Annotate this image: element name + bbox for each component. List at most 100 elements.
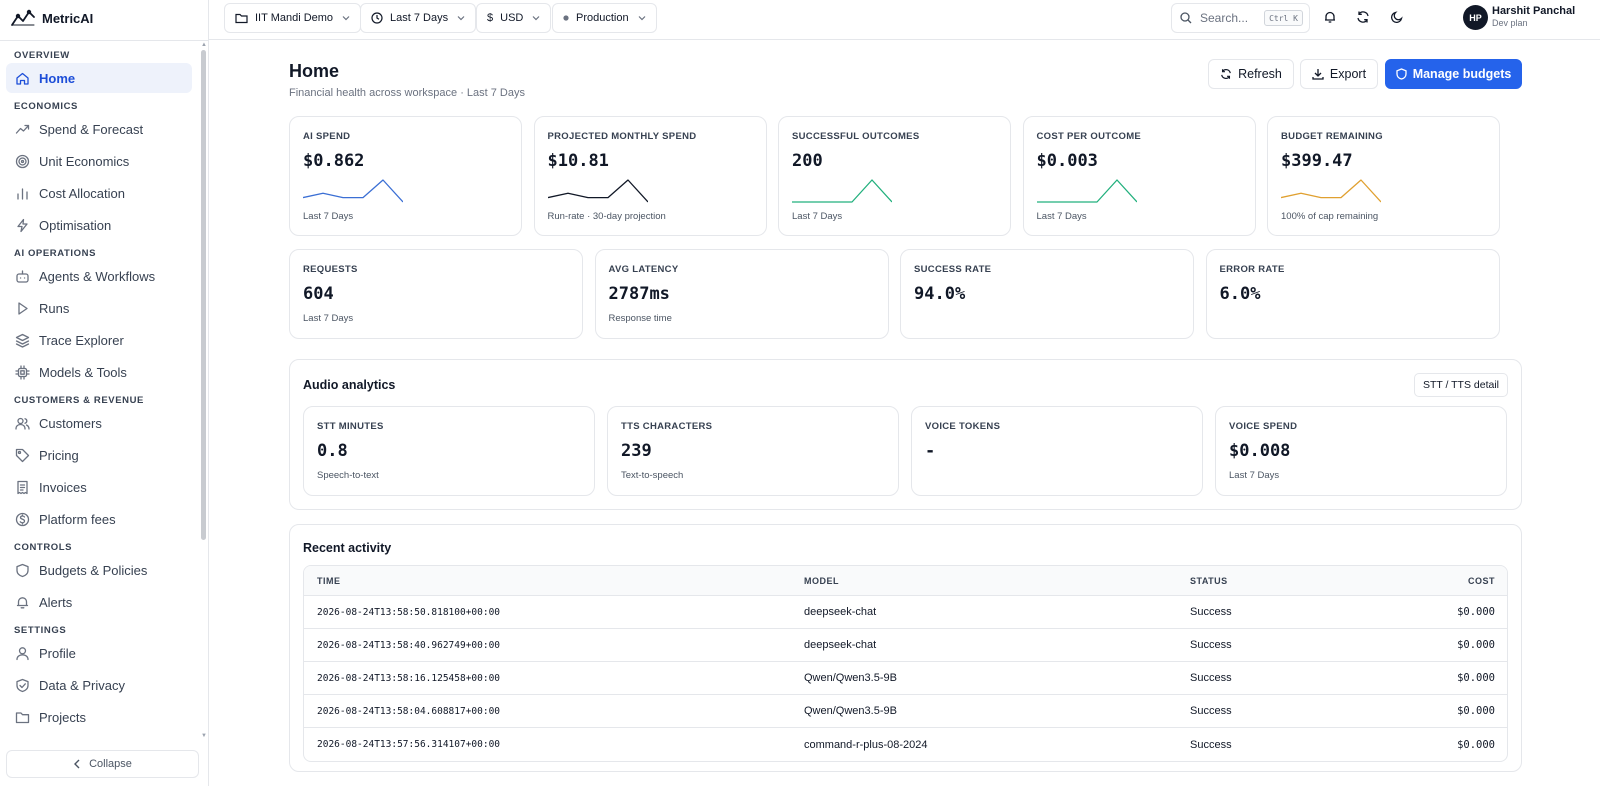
audio-sub: Speech-to-text xyxy=(317,470,379,481)
kpi-sub: Run-rate · 30-day projection xyxy=(547,211,666,222)
kpi-sparkline xyxy=(792,179,892,203)
sidebar-item-runs[interactable]: Runs xyxy=(6,293,192,323)
kpi-card[interactable]: AI SPEND $0.862 Last 7 Days xyxy=(289,116,522,236)
kpi-card[interactable]: SUCCESSFUL OUTCOMES 200 Last 7 Days xyxy=(778,116,1011,236)
metric-card[interactable]: REQUESTS 604 Last 7 Days xyxy=(289,249,583,339)
table-row[interactable]: 2026-08-24T13:58:40.962749+00:00 deepsee… xyxy=(304,629,1507,662)
brand[interactable]: MetricAI xyxy=(10,6,93,30)
column-time[interactable]: TIME xyxy=(317,575,341,586)
date-range-selector[interactable]: Last 7 Days xyxy=(360,3,477,33)
table-row[interactable]: 2026-08-24T13:58:50.818100+00:00 deepsee… xyxy=(304,596,1507,629)
sidebar-item-optimisation[interactable]: Optimisation xyxy=(6,210,192,240)
manage-budgets-button[interactable]: Manage budgets xyxy=(1385,59,1522,89)
audio-card[interactable]: STT MINUTES 0.8 Speech-to-text xyxy=(303,406,595,496)
kpi-sub: 100% of cap remaining xyxy=(1281,211,1379,222)
kpi-sub: Last 7 Days xyxy=(792,211,843,222)
kpi-card[interactable]: BUDGET REMAINING $399.47 100% of cap rem… xyxy=(1267,116,1500,236)
sidebar-item-pricing[interactable]: Pricing xyxy=(6,440,192,470)
sidebar-item-home[interactable]: Home xyxy=(6,63,192,93)
recent-activity-panel: Recent activity TIME MODEL STATUS COST 2… xyxy=(289,524,1522,772)
audio-card[interactable]: TTS CHARACTERS 239 Text-to-speech xyxy=(607,406,899,496)
sidebar-item-alerts[interactable]: Alerts xyxy=(6,587,192,617)
sidebar-item-budgets-policies[interactable]: Budgets & Policies xyxy=(6,555,192,585)
kpi-value: $399.47 xyxy=(1281,151,1353,171)
sidebar-item-cost-allocation[interactable]: Cost Allocation xyxy=(6,178,192,208)
sidebar-item-label: Models & Tools xyxy=(39,364,127,380)
environment-selector[interactable]: Production xyxy=(552,3,657,33)
cell-time: 2026-08-24T13:58:16.125458+00:00 xyxy=(317,672,501,684)
avatar[interactable]: HP xyxy=(1463,5,1488,30)
metric-card[interactable]: ERROR RATE 6.0% xyxy=(1205,249,1500,339)
kpi-sparkline xyxy=(1036,179,1137,203)
cell-time: 2026-08-24T13:58:50.818100+00:00 xyxy=(317,606,501,618)
sidebar-item-label: Customers xyxy=(39,415,102,431)
kpi-sparkline xyxy=(303,179,403,203)
search-box[interactable]: Search... Ctrl K xyxy=(1171,3,1310,33)
audio-analytics-panel: Audio analytics STT / TTS detail STT MIN… xyxy=(289,359,1522,510)
sidebar-item-api-keys[interactable]: API Keys xyxy=(6,734,192,743)
bot-icon xyxy=(15,269,30,284)
sidebar-section-title: CONTROLS xyxy=(14,542,73,553)
bell-icon[interactable] xyxy=(1321,8,1339,26)
kpi-card[interactable]: COST PER OUTCOME $0.003 Last 7 Days xyxy=(1022,116,1256,236)
sidebar-item-projects[interactable]: Projects xyxy=(6,702,192,732)
sparkline-series xyxy=(1036,179,1137,203)
workspace-selector[interactable]: IIT Mandi Demo xyxy=(224,3,362,33)
sidebar-item-customers[interactable]: Customers xyxy=(6,408,192,438)
audio-card[interactable]: VOICE SPEND $0.008 Last 7 Days xyxy=(1215,406,1507,496)
stt-tts-detail-button[interactable]: STT / TTS detail xyxy=(1413,373,1508,397)
sidebar-item-platform-fees[interactable]: Platform fees xyxy=(6,504,192,534)
kpi-value: $10.81 xyxy=(547,151,609,171)
metric-card[interactable]: SUCCESS RATE 94.0% xyxy=(900,249,1194,339)
audio-label: VOICE TOKENS xyxy=(925,421,1001,432)
column-cost[interactable]: COST xyxy=(1467,575,1495,586)
refresh-icon xyxy=(1220,68,1232,80)
collapse-button[interactable]: Collapse xyxy=(6,750,199,778)
export-button[interactable]: Export xyxy=(1300,59,1378,89)
column-model[interactable]: MODEL xyxy=(804,575,839,586)
sidebar-section-title: OVERVIEW xyxy=(14,50,70,61)
sidebar-item-data-privacy[interactable]: Data & Privacy xyxy=(6,670,192,700)
sidebar-item-invoices[interactable]: Invoices xyxy=(6,472,192,502)
currency-selector[interactable]: $ USD xyxy=(476,3,552,33)
bell-icon xyxy=(15,595,30,610)
cell-model: Qwen/Qwen3.5-9B xyxy=(804,705,897,717)
kpi-value: 200 xyxy=(792,151,823,171)
column-status[interactable]: STATUS xyxy=(1190,575,1228,586)
scroll-up-icon[interactable]: ▲ xyxy=(201,42,207,48)
chevron-down-icon xyxy=(457,15,465,21)
refresh-button[interactable]: Refresh xyxy=(1208,59,1294,89)
table-row[interactable]: 2026-08-24T13:57:56.314107+00:00 command… xyxy=(304,728,1507,761)
sidebar-item-spend-forecast[interactable]: Spend & Forecast xyxy=(6,114,192,144)
metric-value: 2787ms xyxy=(608,284,670,304)
shield-check-icon xyxy=(15,678,30,693)
refresh-icon[interactable] xyxy=(1354,8,1372,26)
metric-label: ERROR RATE xyxy=(1219,264,1285,275)
table-row[interactable]: 2026-08-24T13:58:16.125458+00:00 Qwen/Qw… xyxy=(304,662,1507,695)
audio-sub: Text-to-speech xyxy=(621,470,684,481)
kpi-label: SUCCESSFUL OUTCOMES xyxy=(792,131,920,142)
user-name[interactable]: Harshit Panchal xyxy=(1492,5,1576,17)
table-row[interactable]: 2026-08-24T13:58:04.608817+00:00 Qwen/Qw… xyxy=(304,695,1507,728)
moon-icon[interactable] xyxy=(1388,8,1406,26)
audio-card[interactable]: VOICE TOKENS - xyxy=(911,406,1203,496)
layers-icon xyxy=(15,333,30,348)
sidebar-item-profile[interactable]: Profile xyxy=(6,638,192,668)
sidebar-item-agents-workflows[interactable]: Agents & Workflows xyxy=(6,261,192,291)
search-placeholder: Search... xyxy=(1200,11,1249,25)
sparkline-series xyxy=(547,179,648,203)
sidebar-scrollbar[interactable] xyxy=(201,50,206,540)
metric-card[interactable]: AVG LATENCY 2787ms Response time xyxy=(594,249,889,339)
sidebar-item-label: Profile xyxy=(39,645,76,661)
scroll-down-icon[interactable]: ▼ xyxy=(201,733,207,739)
cell-model: Qwen/Qwen3.5-9B xyxy=(804,672,897,684)
sidebar-item-label: Optimisation xyxy=(39,217,112,233)
kpi-card[interactable]: PROJECTED MONTHLY SPEND $10.81 Run-rate … xyxy=(533,116,767,236)
sparkline-series xyxy=(1281,179,1381,203)
sidebar-item-models-tools[interactable]: Models & Tools xyxy=(6,357,192,387)
sidebar-section-title: ECONOMICS xyxy=(14,101,78,112)
sidebar-item-trace-explorer[interactable]: Trace Explorer xyxy=(6,325,192,355)
chip-icon xyxy=(15,364,30,380)
sidebar-item-unit-economics[interactable]: Unit Economics xyxy=(6,146,192,176)
sidebar-section-title: AI OPERATIONS xyxy=(14,248,97,259)
